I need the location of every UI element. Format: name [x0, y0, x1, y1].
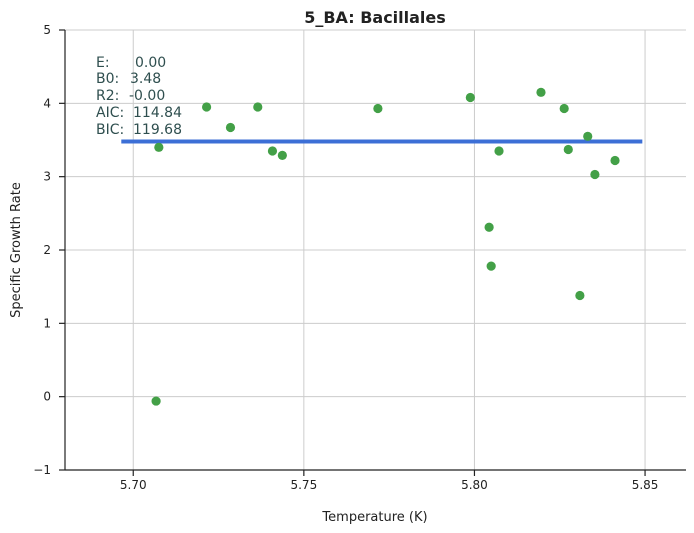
- data-point: [267, 146, 278, 156]
- data-point: [563, 144, 573, 155]
- data-point: [465, 92, 475, 103]
- x-axis-ticks: 5.70 5.75 5.80 5.85: [120, 470, 659, 492]
- data-point: [373, 103, 383, 114]
- data-point: [559, 103, 569, 114]
- y-tick-label: 1: [43, 316, 51, 330]
- data-point: [590, 169, 600, 180]
- data-point: [575, 290, 585, 301]
- y-tick-label: 3: [43, 170, 51, 184]
- data-point: [484, 222, 494, 232]
- data-point: [494, 146, 504, 156]
- x-axis-label: Temperature (K): [321, 510, 427, 525]
- y-tick-label: −1: [33, 463, 51, 477]
- stat-r2: R2: -0.00: [96, 88, 165, 104]
- y-tick-label: 2: [43, 243, 51, 257]
- data-point: [583, 131, 593, 141]
- x-tick-label: 5.80: [461, 478, 488, 492]
- data-point: [610, 155, 620, 166]
- y-axis-label: Specific Growth Rate: [9, 182, 24, 318]
- data-point: [253, 102, 263, 112]
- chart-title: 5_BA: Bacillales: [304, 8, 446, 27]
- y-tick-label: 4: [43, 96, 51, 110]
- y-axis-ticks: −1 0 1 2 3 4 5: [33, 23, 65, 477]
- x-tick-label: 5.85: [632, 478, 659, 492]
- stat-bic: BIC: 119.68: [96, 122, 182, 138]
- y-tick-label: 5: [43, 23, 51, 37]
- data-points: [151, 87, 620, 406]
- fit-statistics: E: 0.00 B0: 3.48 R2: -0.00 AIC: 114.84 BIC: 1…: [96, 55, 182, 138]
- data-point: [277, 150, 287, 160]
- y-tick-label: 0: [43, 390, 51, 404]
- data-point: [536, 87, 546, 97]
- data-point: [151, 396, 161, 406]
- x-tick-label: 5.70: [120, 478, 147, 492]
- stat-e: E: 0.00: [96, 55, 166, 71]
- data-point: [486, 261, 496, 271]
- data-point: [225, 122, 236, 133]
- data-point: [202, 102, 212, 112]
- data-point: [154, 142, 164, 152]
- stat-b0: B0: 3.48: [96, 71, 161, 87]
- x-tick-label: 5.75: [290, 478, 317, 492]
- stat-aic: AIC: 114.84: [96, 105, 182, 121]
